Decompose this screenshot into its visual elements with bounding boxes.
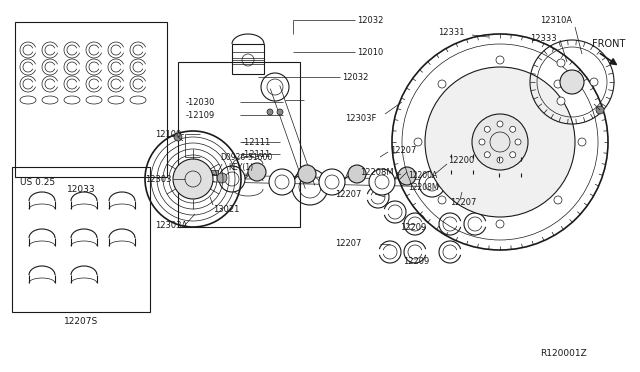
- Text: US 0.25: US 0.25: [20, 177, 55, 186]
- Circle shape: [509, 126, 516, 132]
- Text: 12207: 12207: [390, 145, 417, 154]
- Ellipse shape: [446, 106, 464, 126]
- Text: 12010: 12010: [357, 48, 383, 57]
- Circle shape: [590, 78, 598, 86]
- Circle shape: [438, 196, 446, 204]
- Ellipse shape: [489, 82, 511, 98]
- Circle shape: [554, 80, 562, 88]
- Circle shape: [515, 139, 521, 145]
- Text: 12310A: 12310A: [540, 16, 572, 25]
- Circle shape: [267, 109, 273, 115]
- Circle shape: [398, 167, 416, 185]
- Text: 12207: 12207: [335, 189, 362, 199]
- Circle shape: [578, 138, 586, 146]
- Circle shape: [484, 126, 490, 132]
- Circle shape: [509, 152, 516, 158]
- Ellipse shape: [536, 158, 554, 178]
- Text: 12209: 12209: [403, 257, 429, 266]
- Circle shape: [496, 56, 504, 64]
- Circle shape: [319, 169, 345, 195]
- Bar: [15, 22, 167, 177]
- Circle shape: [557, 97, 565, 105]
- Text: -12109: -12109: [186, 110, 215, 119]
- Text: 12333: 12333: [530, 33, 557, 42]
- Circle shape: [497, 121, 503, 127]
- Text: 13021: 13021: [213, 205, 239, 214]
- Circle shape: [173, 159, 213, 199]
- Circle shape: [472, 114, 528, 170]
- Ellipse shape: [536, 106, 554, 126]
- Text: KEY(1): KEY(1): [228, 163, 253, 171]
- Circle shape: [479, 139, 485, 145]
- Circle shape: [414, 138, 422, 146]
- Ellipse shape: [446, 158, 464, 178]
- Text: 12303A: 12303A: [155, 221, 188, 230]
- Text: 12100-: 12100-: [155, 129, 184, 138]
- Circle shape: [248, 163, 266, 181]
- Circle shape: [484, 152, 490, 158]
- Text: 12200A: 12200A: [408, 170, 437, 180]
- Circle shape: [369, 169, 395, 195]
- Circle shape: [269, 169, 295, 195]
- Circle shape: [497, 157, 503, 163]
- Circle shape: [560, 70, 584, 94]
- Circle shape: [277, 109, 283, 115]
- Text: R120001Z: R120001Z: [540, 350, 587, 359]
- Circle shape: [298, 165, 316, 183]
- Text: D0926-51600: D0926-51600: [220, 153, 272, 161]
- Text: 12303F: 12303F: [345, 113, 376, 122]
- Circle shape: [557, 59, 565, 67]
- Circle shape: [217, 173, 227, 183]
- Circle shape: [219, 166, 245, 192]
- Text: 12303: 12303: [145, 174, 172, 183]
- Circle shape: [174, 133, 182, 141]
- Circle shape: [425, 67, 575, 217]
- Circle shape: [496, 220, 504, 228]
- Text: 12207: 12207: [450, 198, 476, 206]
- Bar: [210, 170, 218, 175]
- Ellipse shape: [489, 186, 511, 202]
- Text: -12111: -12111: [242, 138, 271, 147]
- Text: 12200: 12200: [448, 155, 474, 164]
- Text: 12331: 12331: [438, 28, 465, 36]
- Text: 12208M: 12208M: [408, 183, 438, 192]
- Text: 12033: 12033: [67, 185, 95, 193]
- Text: -12111: -12111: [242, 150, 271, 158]
- Text: 12208M: 12208M: [360, 167, 394, 176]
- Circle shape: [596, 106, 604, 114]
- Circle shape: [554, 196, 562, 204]
- Text: 12207S: 12207S: [64, 317, 98, 327]
- Bar: [12, 167, 150, 312]
- Bar: [178, 62, 300, 227]
- Circle shape: [419, 171, 445, 197]
- Circle shape: [348, 165, 366, 183]
- Text: -12030: -12030: [186, 97, 216, 106]
- Text: 12032: 12032: [342, 73, 369, 81]
- Circle shape: [438, 80, 446, 88]
- Text: FRONT: FRONT: [592, 39, 625, 49]
- Text: 12032: 12032: [357, 16, 383, 25]
- Text: 12207: 12207: [335, 240, 362, 248]
- Bar: [232, 44, 264, 74]
- Text: 12209: 12209: [400, 222, 426, 231]
